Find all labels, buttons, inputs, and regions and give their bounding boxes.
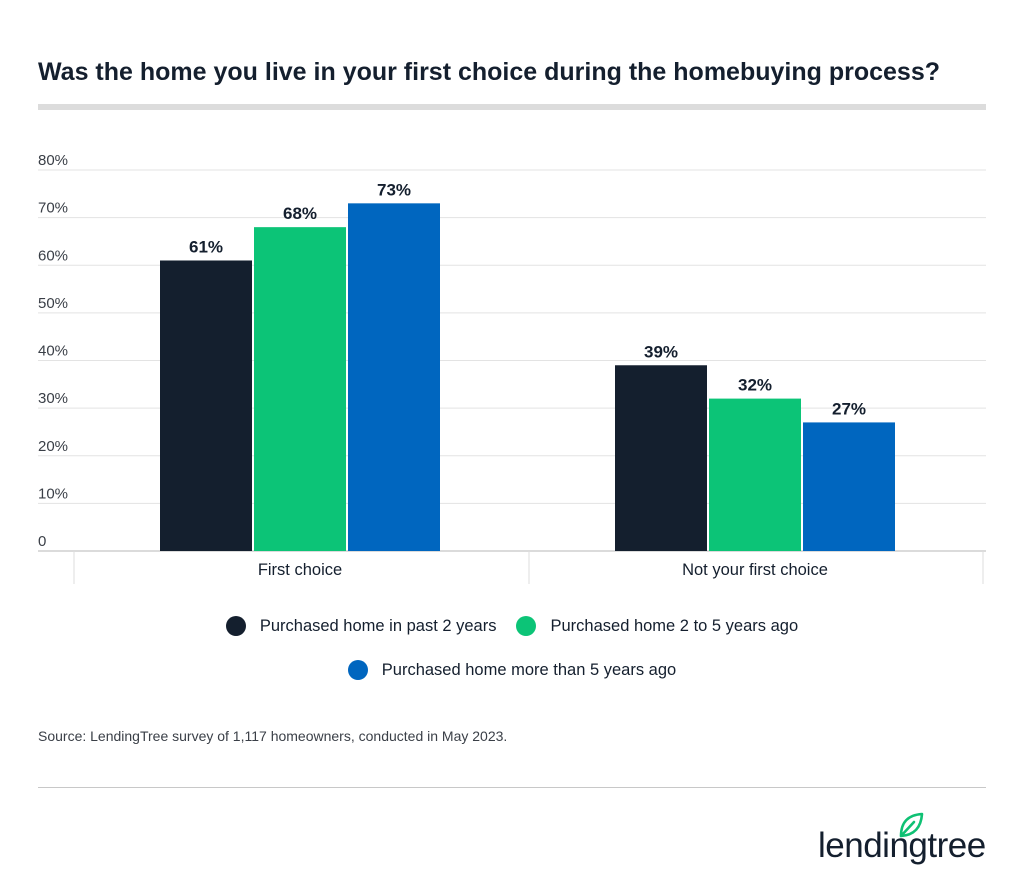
y-tick-label: 70%	[38, 200, 68, 217]
data-label: 61%	[189, 237, 223, 256]
lendingtree-logo[interactable]: lendingtree	[818, 812, 986, 872]
legend-label: Purchased home in past 2 years	[259, 616, 497, 635]
leaf-icon	[899, 812, 924, 838]
legend-swatch	[347, 660, 368, 680]
y-tick-label: 30%	[38, 390, 68, 407]
legend-item-2-to-5-years: Purchased home 2 to 5 years ago	[516, 616, 798, 636]
y-tick-label: 60%	[38, 247, 68, 264]
legend-swatch	[516, 616, 537, 636]
bar	[160, 260, 252, 551]
legend-label: Purchased home 2 to 5 years ago	[550, 616, 799, 635]
legend-swatch	[225, 616, 246, 636]
bar-chart: 0 10% 20% 30% 40% 50% 60% 70% 80% 61% 68% 73% First …	[38, 152, 986, 584]
footer-divider	[38, 787, 986, 788]
y-tick-label: 50%	[38, 295, 68, 312]
y-tick-label: 80%	[38, 152, 68, 169]
y-tick-label: 20%	[38, 438, 68, 455]
logo-wordmark: lendingtree	[818, 826, 986, 865]
legend-row-1: Purchased home in past 2 years Purchased…	[0, 616, 1024, 636]
bar	[348, 203, 440, 551]
x-tick-label: Not your first choice	[682, 561, 828, 579]
y-tick-label: 40%	[38, 343, 68, 360]
data-label: 32%	[738, 376, 772, 395]
y-tick-label: 10%	[38, 485, 68, 502]
legend-item-more-than-5-years: Purchased home more than 5 years ago	[347, 660, 677, 680]
bar	[803, 422, 895, 551]
data-label: 68%	[283, 204, 317, 223]
data-label: 73%	[377, 180, 411, 199]
x-tick-label: First choice	[258, 561, 342, 579]
legend-row-2: Purchased home more than 5 years ago	[0, 660, 1024, 680]
data-label: 27%	[832, 399, 866, 418]
data-label: 39%	[644, 342, 678, 361]
source-note: Source: LendingTree survey of 1,117 home…	[38, 728, 508, 744]
legend-label: Purchased home more than 5 years ago	[381, 660, 677, 679]
bar	[709, 398, 801, 551]
legend-item-past-2-years: Purchased home in past 2 years	[225, 616, 497, 636]
bar	[254, 227, 346, 551]
bar	[615, 365, 707, 551]
title-divider	[38, 104, 986, 110]
chart-title: Was the home you live in your first choi…	[38, 58, 940, 86]
y-tick-label: 0	[38, 533, 46, 550]
